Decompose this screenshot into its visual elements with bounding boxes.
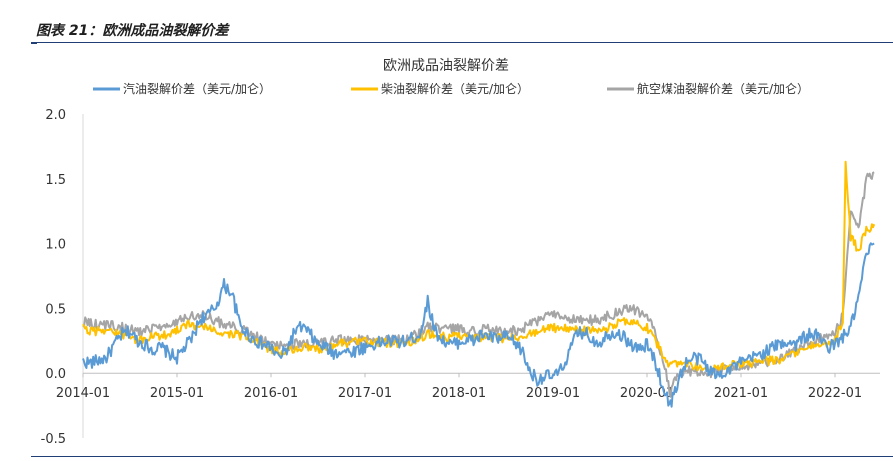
y-tick-label: 0.5 bbox=[45, 302, 66, 317]
y-tick-label: 1.5 bbox=[45, 173, 66, 188]
series-line bbox=[82, 242, 875, 408]
x-tick-label: 2015-01 bbox=[150, 386, 204, 401]
series-line bbox=[82, 171, 875, 398]
figure-caption: 图表 21：欧洲成品油裂解价差 bbox=[36, 23, 229, 39]
y-tick-label: 2.0 bbox=[45, 108, 66, 123]
x-tick-label: 2016-01 bbox=[244, 386, 298, 401]
x-tick-label: 2014-01 bbox=[56, 386, 110, 401]
y-tick-label: -0.5 bbox=[41, 432, 66, 447]
y-tick-label: 1.0 bbox=[45, 238, 66, 253]
caption-rule-accent bbox=[31, 42, 37, 44]
chart-title: 欧洲成品油裂解价差 bbox=[383, 58, 509, 74]
legend-label: 航空煤油裂解价差（美元/加仑） bbox=[637, 81, 809, 96]
x-tick-label: 2017-01 bbox=[338, 386, 392, 401]
x-tick-label: 2021-01 bbox=[714, 386, 768, 401]
legend-label: 柴油裂解价差（美元/加仑） bbox=[381, 82, 529, 96]
y-tick-label: 0.0 bbox=[45, 367, 66, 382]
caption-rule bbox=[31, 42, 893, 43]
legend-label: 汽油裂解价差（美元/加仑） bbox=[123, 81, 271, 96]
x-tick-label: 2020-01 bbox=[620, 386, 674, 401]
x-tick-label: 2022-01 bbox=[808, 386, 862, 401]
x-tick-label: 2019-01 bbox=[526, 386, 580, 401]
figure-header: 图表 21：欧洲成品油裂解价差 bbox=[0, 0, 893, 44]
bottom-rule bbox=[31, 456, 893, 457]
x-tick-label: 2018-01 bbox=[432, 386, 486, 401]
